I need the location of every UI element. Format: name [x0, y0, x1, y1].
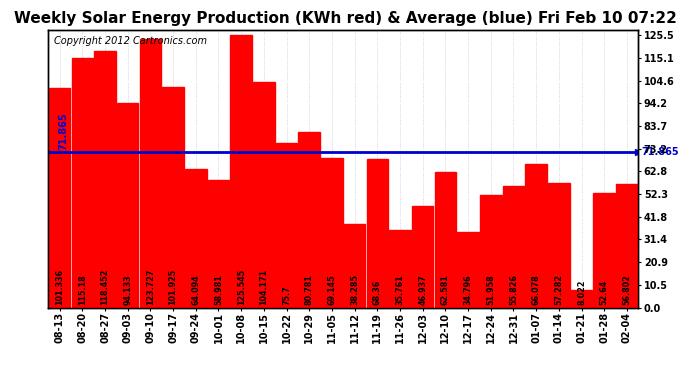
Bar [230, 35, 252, 308]
Text: 57.282: 57.282 [554, 274, 563, 305]
Bar [344, 225, 366, 308]
Text: 115.18: 115.18 [78, 274, 87, 305]
Bar [299, 132, 320, 308]
Text: Copyright 2012 Cartronics.com: Copyright 2012 Cartronics.com [55, 36, 207, 45]
Bar [253, 82, 275, 308]
Bar [49, 88, 70, 308]
Text: 52.64: 52.64 [600, 280, 609, 305]
Text: 51.958: 51.958 [486, 274, 495, 305]
Bar [593, 194, 615, 308]
Bar [95, 51, 116, 308]
Text: 66.078: 66.078 [531, 274, 541, 305]
Text: 71.865: 71.865 [58, 112, 68, 150]
Text: 94.133: 94.133 [124, 275, 132, 305]
Text: 8.022: 8.022 [577, 280, 586, 305]
Bar [480, 195, 502, 308]
Text: 104.171: 104.171 [259, 269, 268, 305]
Bar [525, 164, 547, 308]
Bar [435, 172, 456, 308]
Text: 75.7: 75.7 [282, 286, 291, 305]
Text: 35.761: 35.761 [395, 275, 404, 305]
Bar [321, 158, 343, 308]
Bar [366, 159, 388, 308]
Bar [185, 168, 206, 308]
Text: 80.781: 80.781 [305, 274, 314, 305]
Text: 38.285: 38.285 [350, 274, 359, 305]
Text: 123.727: 123.727 [146, 269, 155, 305]
Text: 101.925: 101.925 [168, 269, 177, 305]
Bar [412, 206, 433, 308]
Bar [139, 39, 161, 308]
Bar [276, 143, 297, 308]
Text: 125.545: 125.545 [237, 269, 246, 305]
Bar [503, 186, 524, 308]
Text: 101.336: 101.336 [55, 269, 64, 305]
Text: 64.094: 64.094 [191, 275, 200, 305]
Bar [208, 180, 229, 308]
Bar [616, 184, 638, 308]
Text: 55.826: 55.826 [509, 274, 518, 305]
Text: 56.802: 56.802 [622, 274, 631, 305]
Text: 71.865: 71.865 [642, 147, 679, 157]
Text: Weekly Solar Energy Production (KWh red) & Average (blue) Fri Feb 10 07:22: Weekly Solar Energy Production (KWh red)… [14, 11, 676, 26]
Text: 69.145: 69.145 [328, 275, 337, 305]
Bar [548, 183, 570, 308]
Bar [571, 290, 592, 308]
Bar [72, 58, 93, 308]
Bar [389, 230, 411, 308]
Text: 58.981: 58.981 [214, 274, 223, 305]
Text: 68.36: 68.36 [373, 280, 382, 305]
Bar [117, 104, 139, 308]
Text: 34.796: 34.796 [464, 275, 473, 305]
Text: 46.937: 46.937 [418, 275, 427, 305]
Text: 62.581: 62.581 [441, 274, 450, 305]
Text: 118.452: 118.452 [101, 269, 110, 305]
Bar [457, 232, 479, 308]
Bar [162, 87, 184, 308]
